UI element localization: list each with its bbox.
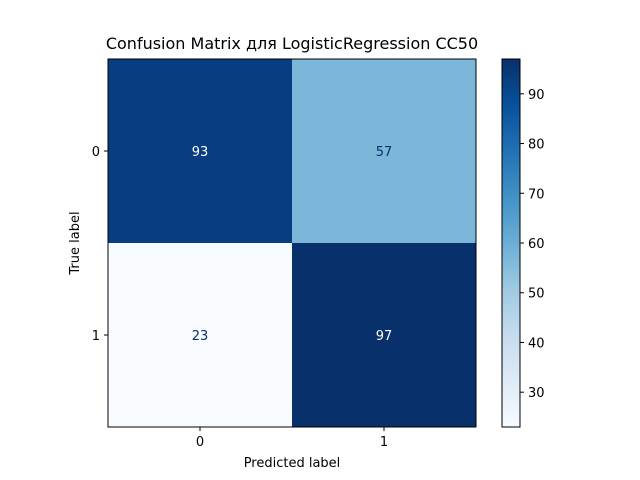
y-axis-label: True label bbox=[68, 211, 83, 275]
colorbar-tick-label-6: 90 bbox=[528, 88, 545, 103]
heatmap-frame bbox=[107, 58, 477, 428]
x-axis-label: Predicted label bbox=[244, 456, 341, 471]
cell-value-0-1: 57 bbox=[376, 145, 393, 160]
x-tick-label-0: 0 bbox=[196, 435, 204, 450]
x-tick-label-1: 1 bbox=[380, 435, 388, 450]
colorbar-tick-label-0: 30 bbox=[528, 386, 545, 401]
colorbar-tick-label-4: 70 bbox=[528, 187, 545, 202]
colorbar-tick-label-2: 50 bbox=[528, 287, 545, 302]
y-tick-label-1: 1 bbox=[92, 329, 100, 344]
heatmap-cell-1-1 bbox=[292, 243, 476, 427]
y-tick-label-0: 0 bbox=[92, 145, 100, 160]
colorbar-tick-label-3: 60 bbox=[528, 237, 545, 252]
colorbar-tick-label-1: 40 bbox=[528, 336, 545, 351]
cell-value-1-1: 97 bbox=[376, 329, 393, 344]
heatmap-cell-0-1 bbox=[292, 59, 476, 243]
colorbar bbox=[502, 59, 520, 427]
chart-title: Confusion Matrix для LogisticRegression … bbox=[106, 34, 478, 53]
colorbar-tick-label-5: 80 bbox=[528, 138, 545, 153]
y-axis-ticks: 01 bbox=[92, 145, 108, 344]
heatmap-cell-0-0 bbox=[108, 59, 292, 243]
cell-value-0-0: 93 bbox=[192, 145, 209, 160]
cell-value-1-0: 23 bbox=[192, 329, 209, 344]
colorbar-ticks: 30 40 50 60 70 80 90 bbox=[520, 88, 545, 401]
heatmap-cell-1-0 bbox=[108, 243, 292, 427]
heatmap-cells: 93 57 23 97 bbox=[108, 59, 476, 427]
